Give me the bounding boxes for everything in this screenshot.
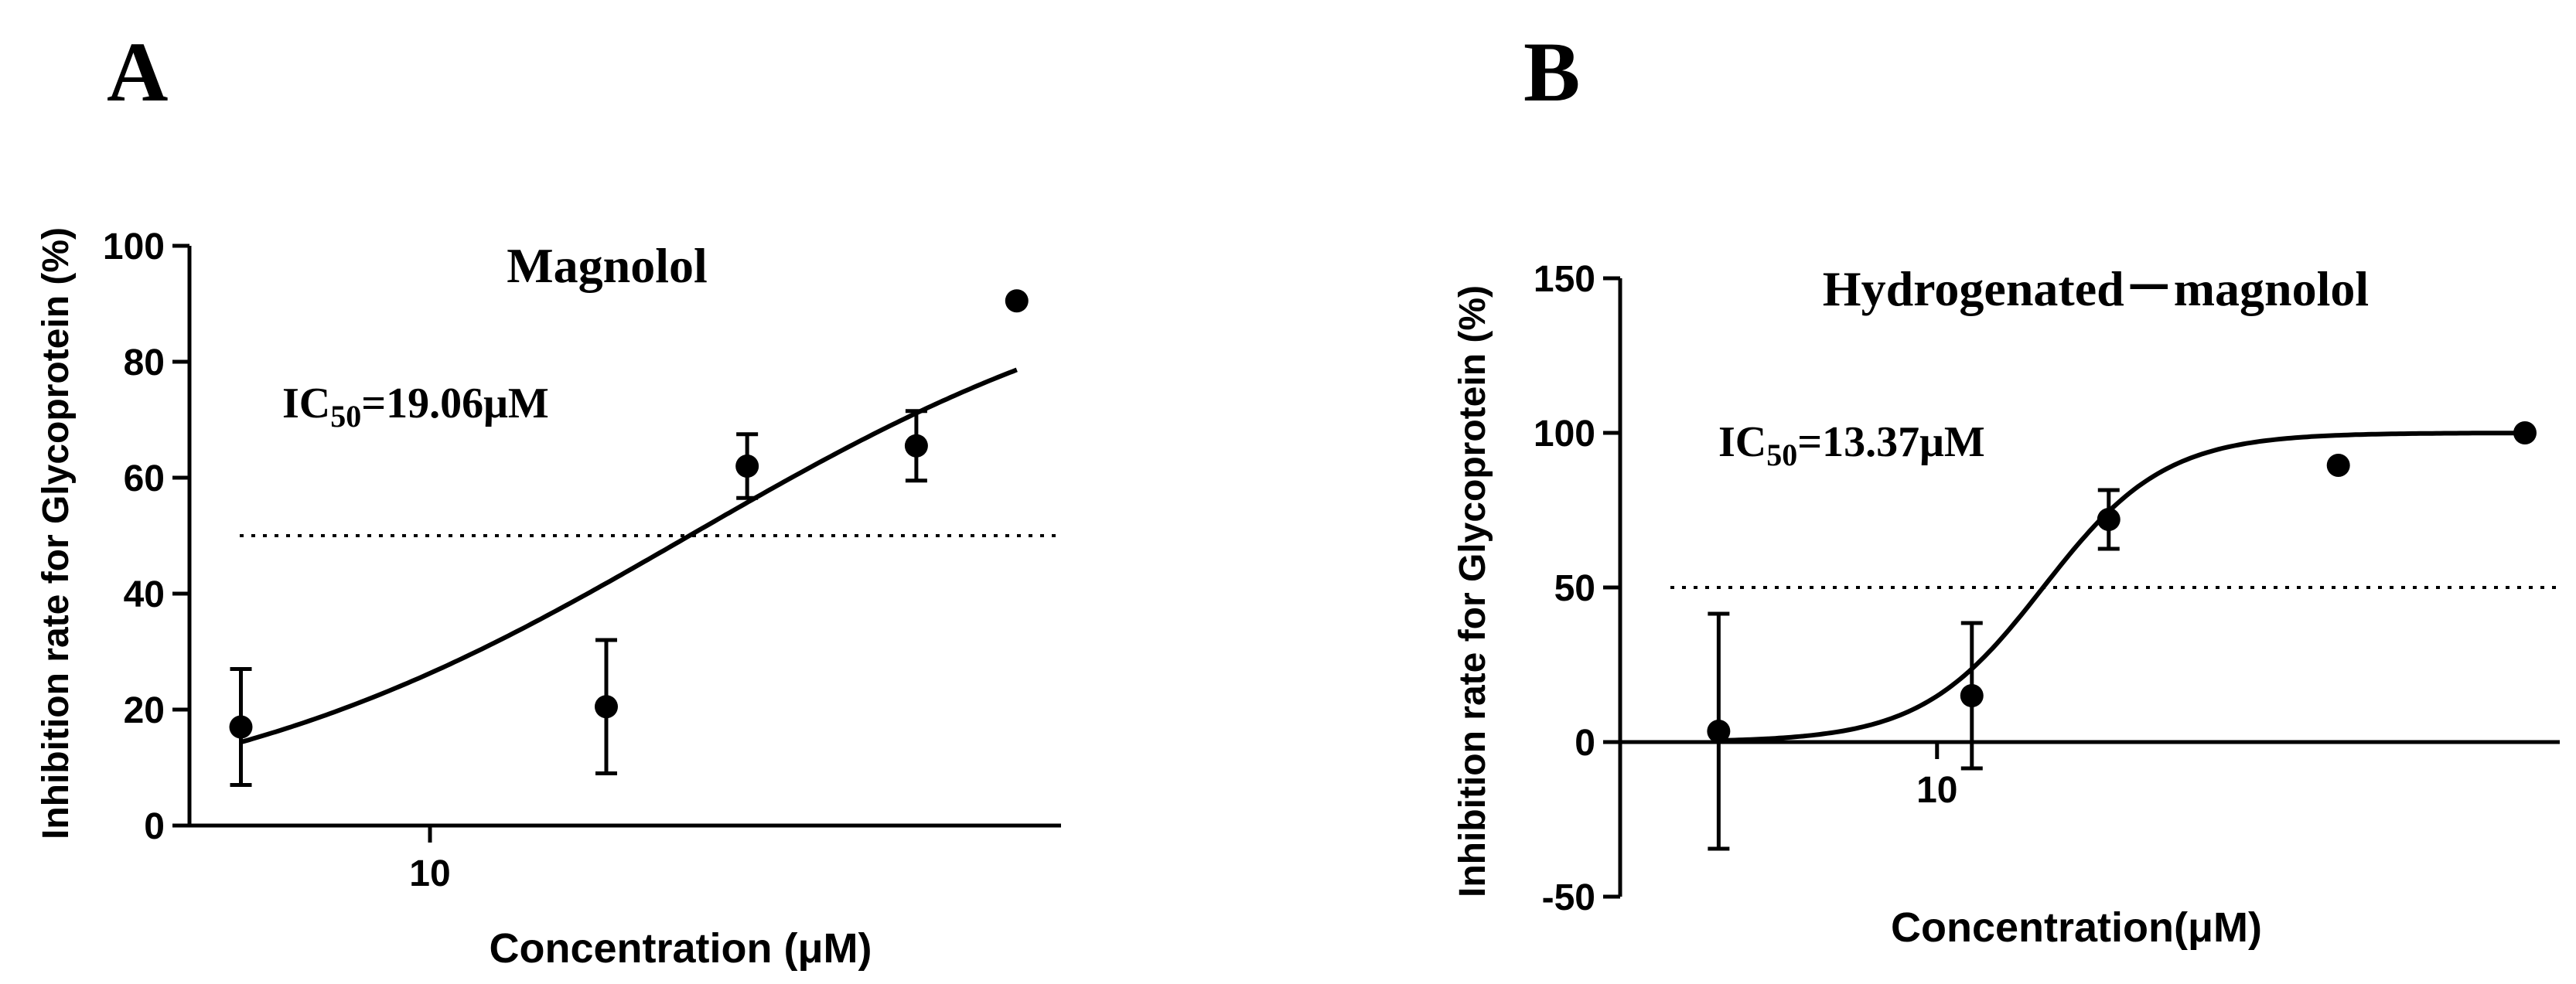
- data-point: [2326, 454, 2350, 477]
- chart-title-a: Magnolol: [507, 238, 708, 293]
- data-point: [1707, 720, 1731, 743]
- marks-b: [1670, 421, 2560, 851]
- data-point: [735, 455, 759, 478]
- ic50-label-b: IC50=13.37μM: [1718, 418, 1985, 472]
- ic50-value-a: =19.06μM: [361, 380, 549, 427]
- y-tick-label: 20: [124, 690, 165, 731]
- y-tick-label: 50: [1554, 568, 1595, 609]
- ic50-sub-a: 50: [330, 399, 361, 434]
- axes-b: -50 0 50 100 150 10: [1534, 259, 2560, 918]
- y-axis-label-a: Inhibition rate for Glycoprotein (%): [36, 227, 77, 839]
- fit-curve: [1718, 431, 2526, 744]
- x-tick-label: 10: [1916, 770, 1957, 811]
- marks-a: [229, 289, 1061, 787]
- y-tick-label: 60: [124, 458, 165, 499]
- fit-curve: [240, 367, 1018, 744]
- ic50-sub-b: 50: [1766, 438, 1797, 472]
- y-tick-label: 0: [1575, 723, 1595, 764]
- axes-a: 0 20 40 60 80 100 10: [103, 226, 1061, 894]
- y-tick-label: -50: [1542, 877, 1595, 918]
- data-point: [594, 695, 618, 719]
- ic50-prefix-a: IC: [282, 380, 330, 427]
- y-tick-label: 80: [124, 342, 165, 383]
- data-point: [1005, 289, 1029, 313]
- panel-letter-a: A: [107, 25, 168, 119]
- chart-panel-a: A Magnolol IC50=19.06μM 0 20 40 60 80 100 10 C…: [36, 25, 1061, 972]
- ic50-prefix-b: IC: [1718, 418, 1766, 466]
- data-point: [229, 715, 253, 739]
- y-tick-label: 40: [124, 574, 165, 615]
- data-point: [2097, 508, 2121, 531]
- data-point: [904, 434, 928, 458]
- y-tick-label: 100: [103, 226, 165, 267]
- panel-letter-b: B: [1523, 25, 1580, 119]
- chart-panel-b: B Hydrogenated－magnolol IC50=13.37μM -50…: [1452, 25, 2560, 951]
- y-tick-label: 150: [1534, 259, 1595, 300]
- data-point: [1960, 684, 1984, 707]
- ic50-label-a: IC50=19.06μM: [282, 380, 549, 434]
- data-point: [2513, 421, 2537, 444]
- ic50-value-b: =13.37μM: [1797, 418, 1985, 466]
- x-axis-label-b: Concentration(μM): [1891, 904, 2262, 951]
- y-tick-label: 0: [144, 806, 165, 847]
- x-axis-label-a: Concentration (μM): [490, 925, 872, 972]
- x-tick-label: 10: [409, 853, 450, 894]
- y-tick-label: 100: [1534, 414, 1595, 455]
- chart-title-b: Hydrogenated－magnolol: [1823, 261, 2369, 316]
- y-axis-label-b: Inhibition rate for Glycoprotein (%): [1452, 285, 1493, 897]
